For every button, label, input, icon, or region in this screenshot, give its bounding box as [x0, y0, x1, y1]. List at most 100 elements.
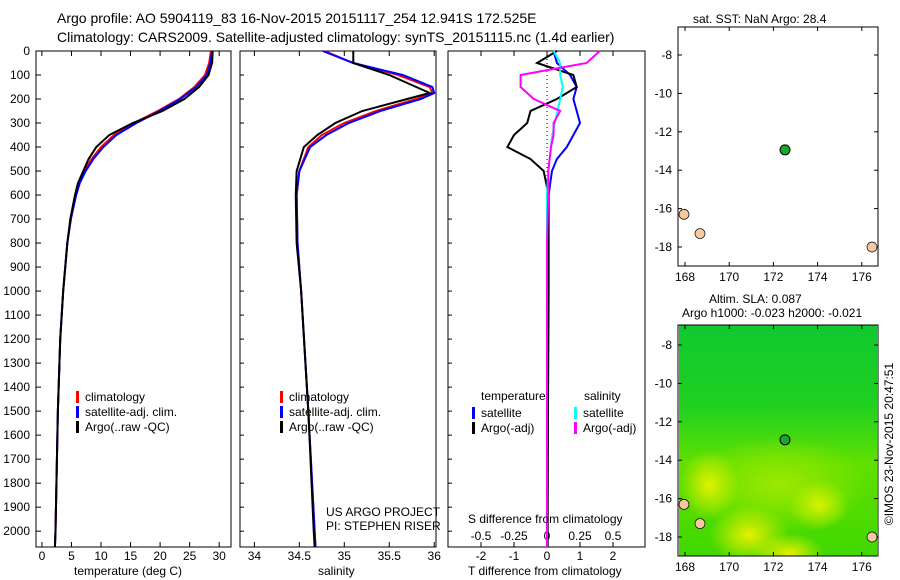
title-line1: Argo profile: AO 5904119_83 16-Nov-2015 …	[57, 10, 537, 26]
legend-swatch	[280, 421, 283, 433]
lon-tick-label: 176	[852, 270, 872, 284]
lon-tick-label: 174	[808, 560, 828, 574]
x2-tick-label: 0.25	[568, 529, 592, 543]
legend-label: Argo(-adj)	[481, 421, 534, 435]
x-tick-label: 34.5	[288, 549, 312, 563]
lon-tick-label: 172	[763, 560, 783, 574]
x-tick-label: 25	[183, 549, 197, 563]
project-line2: PI: STEPHEN RISER	[326, 519, 441, 533]
lon-tick-label: 168	[675, 270, 695, 284]
legend-label: climatology	[85, 390, 145, 404]
y-tick-label: 1500	[3, 404, 30, 418]
y-tick-label: 1000	[3, 284, 30, 298]
lon-tick-label: 170	[719, 560, 739, 574]
x-tick-label: 36	[428, 549, 442, 563]
y-tick-label: 300	[10, 116, 30, 130]
sla-map-background	[679, 325, 877, 556]
island	[694, 228, 706, 239]
x-tick-label: 2	[610, 549, 617, 563]
panel-frame-1	[239, 50, 437, 548]
y-tick-label: 0	[23, 44, 30, 58]
legend-swatch	[280, 406, 283, 418]
y-tick-label: 900	[10, 260, 30, 274]
x-tick-label: 15	[124, 549, 138, 563]
legend-swatch	[472, 407, 475, 419]
island	[678, 209, 690, 220]
lat-tick-label: -12	[655, 125, 673, 139]
y-tick-label: 1100	[4, 308, 30, 322]
series-s-argo-adj-	[519, 50, 601, 547]
lat-tick-label: -8	[661, 338, 672, 352]
y-tick-label: 1700	[3, 452, 30, 466]
x-tick-label: 20	[153, 549, 167, 563]
x-tick-label: 5	[68, 549, 75, 563]
y-tick-label: 2000	[3, 524, 30, 538]
legend-label: Argo(-adj)	[583, 421, 636, 435]
lat-tick-label: -10	[655, 86, 673, 100]
series-t-satellite	[546, 50, 582, 547]
map-frame-2	[677, 324, 879, 557]
y-tick-label: 1300	[3, 356, 30, 370]
lat-tick-label: -8	[661, 48, 672, 62]
credit: ©IMOS 23-Nov-2015 20:47:51	[882, 362, 896, 526]
legend-swatch	[574, 422, 577, 434]
x-tick-label: 34	[248, 549, 262, 563]
legend-title-salinity: salinity	[584, 389, 621, 403]
lon-tick-label: 168	[675, 560, 695, 574]
series-climatology	[295, 50, 434, 548]
x-tick-label: 0	[39, 549, 46, 563]
lon-tick-label: 176	[852, 560, 872, 574]
island	[866, 531, 878, 543]
y-tick-label: 700	[10, 212, 30, 226]
map2-title2: Argo h1000: -0.023 h2000: -0.021	[682, 306, 863, 320]
y-tick-label: 600	[10, 188, 30, 202]
legend-label: satellite-adj. clim.	[85, 405, 177, 419]
legend-label: Argo(..raw -QC)	[289, 420, 374, 434]
y-tick-label: 100	[10, 68, 30, 82]
lat-tick-label: -18	[655, 530, 673, 544]
argo-location-marker	[779, 434, 791, 446]
y-tick-label: 800	[10, 236, 30, 250]
series-argo-raw-qc-	[294, 51, 433, 548]
diff-x2label: S difference from climatology	[468, 512, 623, 526]
legend-swatch	[76, 406, 79, 418]
legend-swatch	[280, 391, 283, 403]
map1-title: sat. SST: NaN Argo: 28.4	[693, 12, 827, 26]
diff-xlabel: T difference from climatology	[468, 564, 622, 578]
series-argo-raw-qc-	[53, 50, 214, 548]
x-tick-label: 1	[577, 549, 584, 563]
y-tick-label: 1900	[3, 500, 30, 514]
y-tick-label: 400	[10, 140, 30, 154]
series-satellite-adj-clim-	[295, 50, 436, 548]
map2-title1: Altim. SLA: 0.087	[709, 292, 802, 306]
lon-tick-label: 170	[719, 270, 739, 284]
lon-tick-label: 172	[763, 270, 783, 284]
legend-title-temperature: temperature	[481, 389, 546, 403]
legend-label: climatology	[289, 390, 349, 404]
argo-location-marker	[779, 144, 791, 156]
series-satellite-adj-clim-	[53, 50, 214, 548]
legend-label: satellite-adj. clim.	[289, 405, 381, 419]
legend-swatch	[76, 391, 79, 403]
y-tick-label: 1800	[3, 476, 30, 490]
sal-xlabel: salinity	[318, 564, 355, 578]
panel-frame-0	[35, 50, 232, 548]
x-tick-label: -1	[509, 549, 520, 563]
x-tick-label: 0	[544, 549, 551, 563]
legend-label: Argo(..raw -QC)	[85, 420, 170, 434]
x-tick-label: 10	[94, 549, 108, 563]
lon-tick-label: 174	[808, 270, 828, 284]
island	[866, 241, 878, 253]
lat-tick-label: -14	[655, 163, 673, 177]
map-frame-1	[677, 26, 879, 267]
temp-xlabel: temperature (deg C)	[74, 564, 183, 578]
title-line2: Climatology: CARS2009. Satellite-adjuste…	[57, 29, 615, 45]
x2-tick-label: 0.5	[605, 529, 622, 543]
x-tick-label: -2	[476, 549, 487, 563]
y-tick-label: 500	[10, 164, 30, 178]
legend-swatch	[472, 422, 475, 434]
lat-tick-label: -10	[655, 376, 673, 390]
legend-label: satellite	[481, 406, 522, 420]
